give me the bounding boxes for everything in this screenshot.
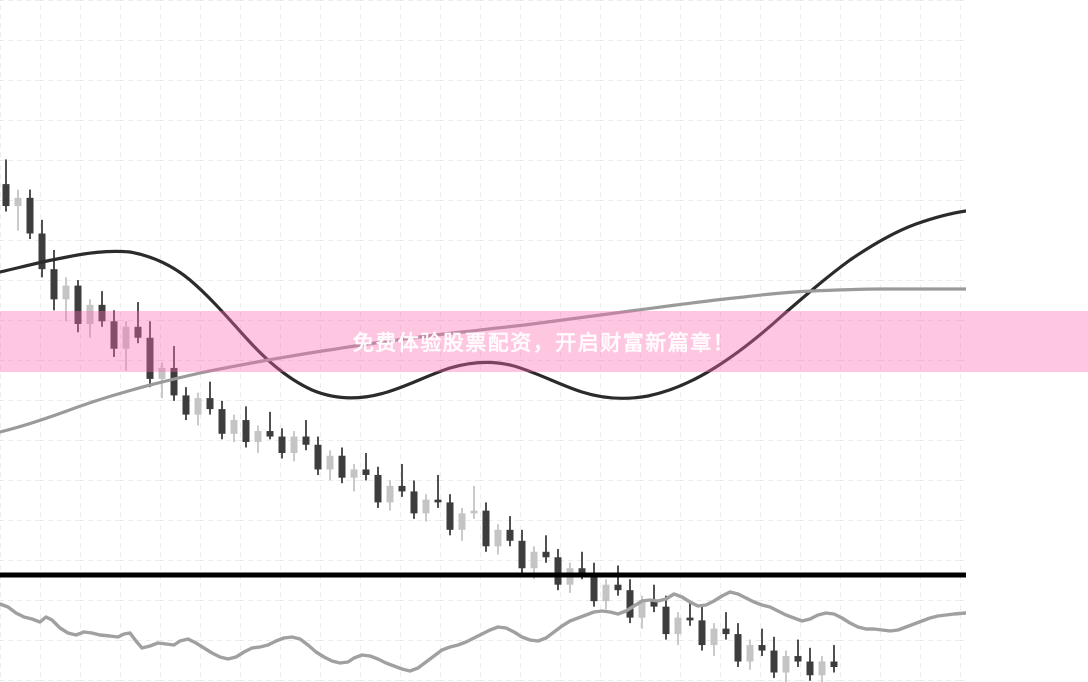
candle-body bbox=[290, 436, 298, 453]
candle-body bbox=[518, 540, 526, 569]
candle-body bbox=[734, 634, 742, 662]
candle-body bbox=[302, 436, 310, 445]
candlestick-chart[interactable] bbox=[0, 0, 966, 682]
candle-body bbox=[650, 601, 658, 607]
candle-body bbox=[770, 650, 778, 673]
candle-body bbox=[482, 510, 490, 547]
candle-body bbox=[638, 601, 646, 618]
candle-body bbox=[806, 661, 814, 676]
candle-body bbox=[626, 590, 634, 618]
indicator-line bbox=[0, 590, 966, 673]
candle-body bbox=[434, 499, 442, 503]
candle-body bbox=[278, 436, 286, 453]
promo-banner-text: 免费体验股票配资，开启财富新篇章！ bbox=[352, 330, 736, 355]
candle-body bbox=[218, 409, 226, 434]
candle-body bbox=[722, 628, 730, 635]
candle-body bbox=[446, 502, 454, 530]
candle-body bbox=[422, 499, 430, 514]
candle-body bbox=[62, 285, 70, 300]
candle-body bbox=[782, 656, 790, 673]
candle-body bbox=[266, 431, 274, 437]
candle-body bbox=[674, 617, 682, 635]
candle-body bbox=[818, 661, 826, 676]
candle-body bbox=[50, 269, 58, 300]
candle-body bbox=[362, 469, 370, 475]
candle-body bbox=[98, 304, 106, 322]
candle-body bbox=[194, 398, 202, 415]
candle-body bbox=[74, 285, 82, 325]
candle-body bbox=[590, 573, 598, 602]
candlestick-series bbox=[2, 159, 838, 682]
candle-body bbox=[398, 485, 406, 492]
candle-body bbox=[26, 197, 34, 234]
candle-body bbox=[146, 337, 154, 379]
candle-body bbox=[578, 568, 586, 574]
candle-body bbox=[134, 326, 142, 338]
candle-body bbox=[530, 551, 538, 569]
candle-body bbox=[170, 367, 178, 396]
candle-body bbox=[14, 197, 22, 207]
candle-body bbox=[662, 606, 670, 635]
candle-body bbox=[698, 620, 706, 646]
candle-body bbox=[86, 304, 94, 325]
candle-body bbox=[386, 485, 394, 503]
candle-body bbox=[338, 455, 346, 478]
candle-body bbox=[230, 420, 238, 434]
candle-body bbox=[542, 551, 550, 558]
candle-body bbox=[614, 584, 622, 591]
chart-grid bbox=[0, 0, 966, 682]
candle-body bbox=[38, 233, 46, 270]
candle-body bbox=[158, 367, 166, 379]
candle-body bbox=[326, 455, 334, 470]
candle-body bbox=[374, 474, 382, 503]
candle-body bbox=[506, 529, 514, 541]
candle-body bbox=[710, 628, 718, 646]
candle-body bbox=[470, 510, 478, 514]
candle-body bbox=[830, 661, 838, 668]
candle-body bbox=[758, 645, 766, 651]
candle-body bbox=[350, 469, 358, 478]
candle-body bbox=[182, 395, 190, 415]
candle-body bbox=[494, 529, 502, 547]
candle-body bbox=[254, 431, 262, 443]
candle-body bbox=[686, 617, 694, 621]
candle-body bbox=[794, 656, 802, 662]
candle-body bbox=[122, 326, 130, 349]
candle-body bbox=[458, 513, 466, 530]
candle-body bbox=[242, 420, 250, 443]
candle-body bbox=[206, 398, 214, 410]
moving-average-slow-line bbox=[0, 287, 966, 434]
candle-body bbox=[2, 184, 10, 207]
chart-canvas[interactable] bbox=[0, 0, 966, 682]
candle-body bbox=[110, 321, 118, 349]
candle-body bbox=[314, 444, 322, 470]
candle-body bbox=[746, 645, 754, 662]
candle-body bbox=[410, 491, 418, 514]
candle-body bbox=[554, 557, 562, 585]
promo-banner[interactable]: 免费体验股票配资，开启财富新篇章！ bbox=[0, 311, 1088, 372]
candle-body bbox=[602, 584, 610, 602]
